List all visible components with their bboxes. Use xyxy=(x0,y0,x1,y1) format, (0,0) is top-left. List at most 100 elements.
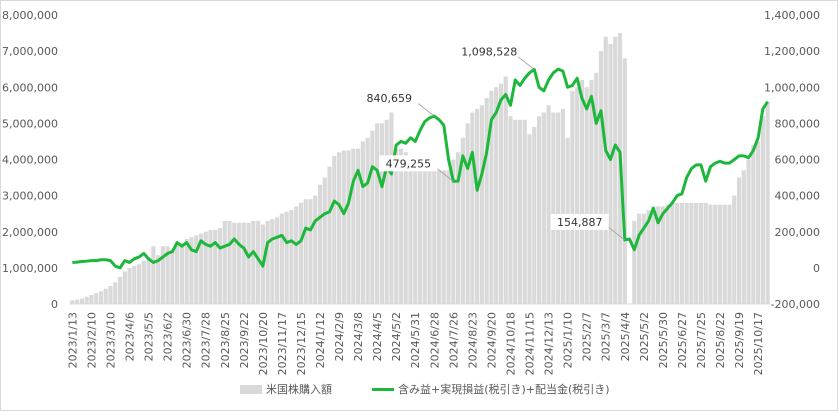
bar xyxy=(256,220,261,304)
y-tick-label: 1,000,000 xyxy=(2,262,58,275)
bar xyxy=(189,237,194,304)
label-bg xyxy=(550,213,609,230)
x-tick-label: 2024/5/31 xyxy=(409,312,422,368)
x-tick-label: 2024/11/15 xyxy=(524,312,537,375)
bar xyxy=(284,211,289,304)
bar xyxy=(503,76,508,304)
bar xyxy=(98,291,104,304)
bar xyxy=(451,159,456,304)
bar xyxy=(203,231,208,304)
x-tick-label: 2024/1/12 xyxy=(314,312,327,368)
x-tick-label: 2023/2/10 xyxy=(85,312,98,368)
y2-tick-label: 200,000 xyxy=(775,226,821,239)
bar xyxy=(594,72,599,304)
legend-label: 含み益+実現損益(税引き)+配当金(税引き) xyxy=(398,382,610,396)
bar xyxy=(70,300,75,304)
bar xyxy=(279,213,284,304)
bar xyxy=(675,202,680,304)
bar xyxy=(651,206,656,304)
bar xyxy=(222,220,227,304)
bar xyxy=(379,123,384,304)
bar xyxy=(679,202,684,304)
x-tick-label: 2024/10/18 xyxy=(504,312,517,375)
bar xyxy=(375,123,380,304)
bar xyxy=(460,137,465,304)
x-tick-label: 2025/4/4 xyxy=(619,312,632,361)
bar xyxy=(122,271,127,304)
bar xyxy=(232,222,237,304)
x-tick-label: 2023/5/5 xyxy=(143,312,156,361)
bar xyxy=(160,246,165,304)
x-tick-label: 2025/1/10 xyxy=(562,312,575,368)
bar xyxy=(498,83,504,304)
bar xyxy=(765,101,770,304)
bar xyxy=(427,166,432,304)
bar xyxy=(413,163,418,304)
bar xyxy=(660,206,665,304)
bar xyxy=(494,87,499,304)
bar xyxy=(356,148,361,304)
line xyxy=(72,67,769,270)
x-tick-label: 2025/10/17 xyxy=(752,312,765,375)
y2-tick-label: 1,200,000 xyxy=(764,45,820,58)
bar xyxy=(132,266,137,304)
bar xyxy=(308,199,313,304)
bar xyxy=(208,229,213,304)
bar xyxy=(556,112,561,304)
bar xyxy=(403,152,408,304)
bar xyxy=(103,288,108,304)
x-tick-label: 2023/12/15 xyxy=(295,312,308,375)
bar xyxy=(156,255,161,304)
legend-swatch xyxy=(240,385,262,394)
x-tick-label: 2023/1/13 xyxy=(66,312,79,368)
bar xyxy=(470,112,475,304)
bar xyxy=(79,298,84,304)
y2-tick-label: 1,400,000 xyxy=(764,9,820,22)
bar xyxy=(141,260,146,304)
y2-tick-label: 600,000 xyxy=(775,154,821,167)
bar xyxy=(389,112,394,304)
x-tick-label: 2024/3/8 xyxy=(352,312,365,361)
label-leader xyxy=(416,101,435,117)
bar xyxy=(536,116,542,305)
bar xyxy=(727,204,732,304)
bar xyxy=(84,296,89,304)
label-bg xyxy=(460,43,519,60)
bar xyxy=(151,246,156,304)
bar xyxy=(236,222,242,304)
x-tick-label: 2024/7/26 xyxy=(447,312,460,368)
bar xyxy=(746,159,751,304)
x-tick-label: 2023/11/17 xyxy=(276,312,289,375)
bar xyxy=(170,249,175,304)
bar xyxy=(136,264,142,304)
x-tick-label: 2023/6/2 xyxy=(162,312,175,361)
bar xyxy=(456,152,461,304)
bar xyxy=(75,299,80,304)
bar xyxy=(336,152,342,304)
label-leader xyxy=(516,55,535,70)
bar xyxy=(94,293,99,304)
bar xyxy=(603,36,608,305)
bar xyxy=(241,222,246,304)
x-tick-label: 2025/5/30 xyxy=(657,312,670,368)
bar xyxy=(117,276,123,304)
bar xyxy=(213,229,218,304)
bar xyxy=(370,130,375,304)
bar xyxy=(527,134,532,304)
x-tick-label: 2023/6/30 xyxy=(181,312,194,368)
bar xyxy=(703,202,708,304)
x-tick-label: 2024/9/20 xyxy=(485,312,498,368)
bar xyxy=(446,170,451,304)
bar xyxy=(317,184,323,304)
bar xyxy=(184,238,189,304)
bar xyxy=(313,195,318,304)
bar xyxy=(422,166,427,304)
bar xyxy=(127,267,132,304)
bar xyxy=(489,90,494,304)
bar xyxy=(551,112,556,304)
bar xyxy=(522,119,527,304)
bar xyxy=(584,87,589,304)
bar xyxy=(408,159,413,304)
bar xyxy=(246,222,251,304)
label-leader xyxy=(606,225,626,241)
